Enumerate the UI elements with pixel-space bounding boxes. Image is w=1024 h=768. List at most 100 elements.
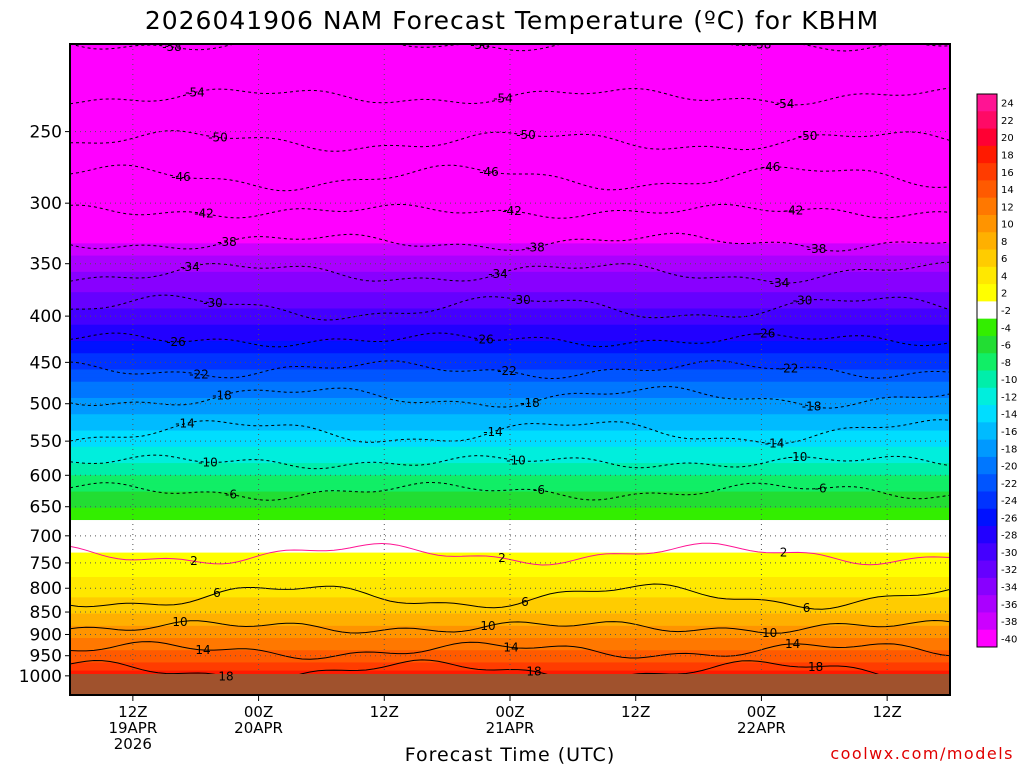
contour-label: -46	[171, 170, 191, 184]
temperature-band	[70, 528, 950, 533]
colorbar-label: -14	[1001, 410, 1017, 421]
contour-label: 6	[803, 601, 811, 615]
isotherm-line	[70, 232, 950, 252]
temperature-band	[70, 170, 950, 175]
y-tick-label: 700	[30, 527, 62, 547]
temperature-band	[70, 235, 950, 240]
temperature-band	[70, 601, 950, 607]
temperature-band	[70, 353, 950, 358]
temperature-band	[70, 613, 950, 619]
temperature-band	[70, 406, 950, 411]
contour-label: 2	[780, 546, 788, 560]
contour-label: -22	[189, 367, 209, 381]
temperature-band	[70, 536, 950, 541]
colorbar-swatch	[977, 387, 997, 406]
colorbar-label: -2	[1001, 306, 1011, 317]
temperature-band	[70, 100, 950, 106]
temperature-band	[70, 88, 950, 94]
contour-label: 10	[172, 615, 187, 629]
colorbar-swatch	[977, 422, 997, 441]
temperature-band	[70, 105, 950, 110]
temperature-band	[70, 520, 950, 525]
contour-label: -6	[533, 483, 545, 497]
x-tick-label: 2026	[114, 735, 152, 753]
contour-label: -26	[474, 333, 494, 347]
colorbar-swatch	[977, 111, 997, 130]
isotherm-line	[70, 261, 950, 284]
contour-label: -30	[793, 294, 813, 308]
contour-label: 2	[190, 554, 198, 568]
temperature-band	[70, 463, 950, 468]
temperature-band	[70, 341, 950, 346]
temperature-band	[70, 308, 950, 314]
y-tick-label: 300	[30, 194, 62, 214]
colorbar-swatch	[977, 284, 997, 302]
contour-label: -14	[483, 425, 503, 439]
contour-label: -54	[493, 92, 513, 106]
colorbar-swatch	[977, 370, 997, 389]
isotherm-line	[70, 641, 950, 660]
contour-label: -26	[166, 335, 186, 349]
colorbar-label: -4	[1001, 323, 1011, 334]
colorbar-swatch	[977, 456, 997, 475]
temperature-band	[70, 109, 950, 114]
y-tick-label: 350	[30, 255, 62, 275]
colorbar-label: -6	[1001, 341, 1011, 352]
colorbar-label: -32	[1001, 565, 1017, 576]
colorbar-label: -26	[1001, 513, 1017, 524]
contour-label: -38	[525, 241, 545, 255]
contour-label: -34	[180, 260, 200, 274]
colorbar-swatch	[977, 595, 997, 613]
colorbar-swatch	[977, 128, 997, 147]
isotherm-line	[70, 386, 950, 409]
temperature-band	[70, 56, 950, 61]
colorbar-swatch	[977, 180, 997, 199]
colorbar-frame	[976, 93, 998, 648]
contour-label: 18	[218, 669, 233, 683]
y-tick-label: 450	[30, 353, 62, 373]
contour-label: -14	[765, 437, 785, 451]
temperature-band	[70, 365, 950, 371]
temperature-band	[70, 593, 950, 598]
temperature-band	[70, 198, 950, 204]
temperature-band	[70, 332, 950, 338]
colorbar-label: 2	[1001, 289, 1007, 300]
credit-link[interactable]: coolwx.com/models	[830, 744, 1014, 763]
contour-label: -38	[807, 242, 827, 256]
temperature-band	[70, 145, 950, 151]
temperature-band	[70, 316, 950, 322]
colorbar-swatch	[977, 612, 997, 631]
colorbar-swatch	[977, 318, 997, 337]
x-tick-label: 19APR	[108, 719, 157, 737]
temperature-band	[70, 214, 950, 220]
contour-label: -50	[516, 128, 536, 142]
contour-label: -42	[194, 207, 214, 221]
temperature-band	[70, 654, 950, 659]
colorbar-swatch	[977, 163, 997, 181]
y-tick-label: 1000	[19, 667, 62, 687]
temperature-band	[70, 263, 950, 269]
temperature-band	[70, 548, 950, 554]
ground-strip	[70, 674, 950, 695]
x-tick-label: 12Z	[621, 703, 650, 721]
contour-label: -38	[217, 235, 237, 249]
contour-label: 10	[762, 626, 777, 640]
colorbar-label: -30	[1001, 548, 1017, 559]
temperature-band	[70, 300, 950, 305]
isotherm-line	[70, 419, 950, 445]
temperature-band	[70, 389, 950, 395]
colorbar: 24 22 20 18 16 14 12 10 8 6 4 2 -2 -4 -6 -8 -10 -12 -14 -16…	[976, 93, 1017, 648]
contour-label: -50	[208, 131, 228, 145]
temperature-band	[70, 434, 950, 440]
temperature-band	[70, 418, 950, 423]
temperature-band	[70, 178, 950, 183]
temperature-band	[70, 430, 950, 436]
colorbar-label: -36	[1001, 600, 1017, 611]
temperature-band	[70, 479, 950, 485]
colorbar-swatch	[977, 508, 997, 527]
isotherm-line	[70, 619, 950, 634]
isotherm-line	[70, 164, 950, 192]
temperature-band	[70, 218, 950, 224]
temperature-band	[70, 568, 950, 574]
colorbar-swatch	[977, 266, 997, 285]
